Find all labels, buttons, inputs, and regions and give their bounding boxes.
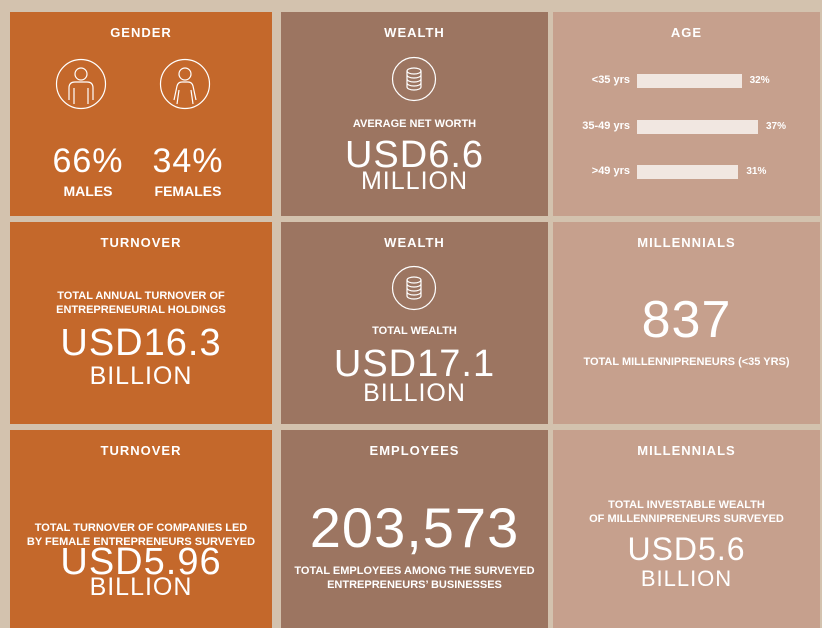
panel-title: TURNOVER [100, 235, 182, 250]
age-panel: AGE <35 yrs 32% 35-49 yrs 37% >49 yrs 31% [553, 12, 820, 216]
unit: MILLION [360, 167, 469, 195]
caption: ENTREPRENEURS’ BUSINESSES [327, 579, 502, 591]
panel-title: MILLENNIALS [637, 443, 736, 458]
caption: TOTAL MILLENNIPRENEURS (<35 YRS) [583, 356, 790, 368]
panel-title: WEALTH [384, 235, 445, 250]
caption: TOTAL WEALTH [372, 325, 457, 337]
figure: 203,573 [309, 496, 520, 559]
caption: OF MILLENNIPRENEURS SURVEYED [589, 513, 784, 525]
wealth-panel: WEALTH TOTAL WEALTH USD17.1 BILLION [281, 222, 548, 424]
category-label: 35-49 yrs [582, 120, 630, 132]
caption: TOTAL EMPLOYEES AMONG THE SURVEYED [294, 565, 535, 577]
stat-label: FEMALES [154, 183, 222, 199]
category-label: <35 yrs [591, 74, 630, 86]
stat-value: 34% [152, 142, 224, 180]
figure: USD16.3 [60, 322, 222, 364]
caption: TOTAL TURNOVER OF COMPANIES LED [34, 522, 248, 534]
bar [637, 120, 758, 134]
employees-panel: EMPLOYEES 203,573 TOTAL EMPLOYEES AMONG … [281, 430, 548, 628]
figure: USD5.96 [60, 541, 222, 583]
turnover-panel: TURNOVER TOTAL TURNOVER OF COMPANIES LED… [10, 430, 272, 628]
figure: USD5.6 [627, 531, 746, 567]
turnover-panel: TURNOVER TOTAL ANNUAL TURNOVER OF ENTREP… [10, 222, 272, 424]
unit: BILLION [89, 573, 193, 601]
category-label: >49 yrs [591, 165, 630, 177]
caption: ENTREPRENEURIAL HOLDINGS [56, 304, 226, 316]
male-icon [55, 58, 107, 110]
panel-title: MILLENNIALS [637, 235, 736, 250]
coin-icon [391, 56, 437, 102]
panel-title: AGE [670, 25, 703, 40]
bar [637, 165, 739, 179]
caption: AVERAGE NET WORTH [352, 118, 477, 130]
millennials-panel: MILLENNIALS TOTAL INVESTABLE WEALTH OF M… [553, 430, 820, 628]
panel-title: WEALTH [384, 25, 445, 40]
coin-icon [391, 265, 437, 311]
female-icon [159, 58, 211, 110]
caption: TOTAL ANNUAL TURNOVER OF [57, 290, 225, 302]
bar [637, 74, 742, 88]
caption: BY FEMALE ENTREPRENEURS SURVEYED [26, 536, 256, 548]
value-label: 31% [746, 166, 767, 177]
panel-title: TURNOVER [100, 443, 182, 458]
stat-value: 66% [52, 142, 124, 180]
millennials-panel: MILLENNIALS 837 TOTAL MILLENNIPRENEURS (… [553, 222, 820, 424]
figure: USD6.6 [344, 134, 485, 176]
unit: BILLION [640, 566, 733, 591]
stat-label: MALES [63, 183, 113, 199]
panel-title: EMPLOYEES [369, 443, 460, 458]
caption: TOTAL INVESTABLE WEALTH [608, 499, 765, 511]
unit: BILLION [89, 362, 193, 390]
figure: USD17.1 [333, 343, 496, 385]
unit: BILLION [363, 379, 466, 407]
wealth-panel: WEALTH AVERAGE NET WORTH USD6.6 MILLION [281, 12, 548, 216]
gender-panel: GENDER 66% MALES 34% FEMALES [10, 12, 272, 216]
value-label: 37% [765, 121, 786, 132]
value-label: 32% [749, 75, 770, 86]
figure: 837 [641, 291, 732, 349]
panel-title: GENDER [110, 25, 172, 40]
